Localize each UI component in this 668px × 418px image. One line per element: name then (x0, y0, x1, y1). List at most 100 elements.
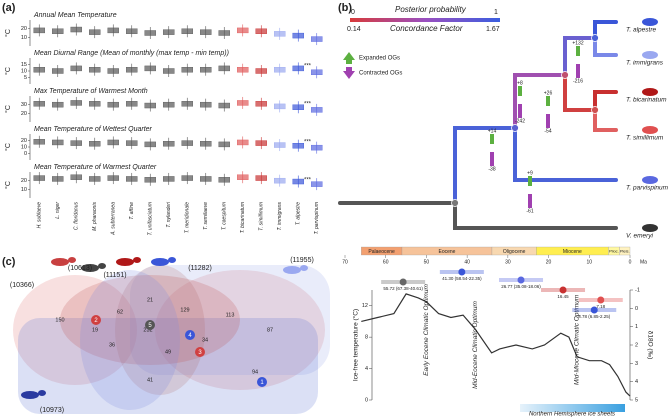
box (274, 31, 286, 37)
y-tick-label: 20 (21, 178, 27, 184)
divergence-date (597, 296, 605, 304)
y-tick-label: 10 (21, 35, 27, 41)
branch (563, 36, 597, 77)
box (292, 32, 305, 39)
branch (563, 73, 597, 112)
box (181, 101, 193, 107)
tip-label: T. alpestre (626, 27, 656, 34)
ant-icon (642, 224, 658, 232)
box (88, 141, 101, 147)
x-tick-label: 0 (629, 259, 632, 265)
branch (593, 20, 618, 40)
box (125, 176, 138, 182)
date-label: 26.77 (35.08-18.06) (501, 284, 541, 289)
species-label: T. nylanderi (166, 201, 172, 228)
gain-count: +9 (527, 170, 533, 176)
branch (513, 73, 567, 130)
box (311, 69, 323, 76)
box (125, 101, 138, 107)
box (236, 174, 249, 180)
box (274, 177, 286, 184)
box (292, 104, 305, 110)
ant-icon (21, 257, 308, 399)
box (236, 66, 249, 73)
species-label: T. immigrans (277, 202, 283, 231)
y2-tick-label: 1 (635, 324, 638, 330)
unit: °C (4, 67, 12, 75)
date-label: 55.72 (67.38-40.61) (383, 286, 423, 291)
box (70, 140, 82, 146)
loss-arrow (576, 64, 580, 78)
box (255, 175, 267, 181)
box (144, 65, 156, 72)
loss-icon (346, 67, 352, 71)
loss-count: -242 (515, 118, 525, 124)
ant-icon (642, 51, 658, 59)
box (162, 101, 175, 108)
box (125, 66, 138, 73)
gain-icon (343, 52, 355, 60)
loss-count: -38 (488, 166, 495, 172)
species-label: T. caespitum (222, 202, 228, 230)
box (88, 101, 101, 107)
marker (185, 330, 195, 340)
box (181, 66, 193, 73)
unit: °C (4, 105, 12, 113)
legend-title: Posterior probability (395, 5, 467, 14)
epoch (619, 246, 631, 256)
species-label: L. niger (55, 202, 61, 219)
box (181, 28, 193, 34)
y-tick-label: 5 (24, 75, 27, 81)
box (255, 68, 267, 74)
y2-label: δ18O (‰) (646, 331, 653, 360)
box (125, 140, 138, 146)
box (255, 140, 267, 146)
box (218, 177, 230, 183)
significance: *** (304, 64, 312, 70)
box (70, 174, 82, 180)
color-scale (350, 18, 500, 22)
epoch-label: Miocene (563, 249, 582, 255)
box (199, 66, 212, 73)
gain-count: +132 (572, 40, 583, 46)
tip-label: V. emeryi (626, 233, 654, 240)
legend-entry: Contracted OGs (359, 71, 402, 77)
panel-label: (c) (2, 256, 16, 268)
branch (453, 201, 618, 230)
marker (257, 377, 267, 387)
set-total: (11955) (290, 257, 314, 264)
legend-max: 1.67 (486, 26, 500, 33)
box (199, 101, 212, 108)
panel-label: (a) (2, 2, 16, 14)
loss-arrow (528, 194, 532, 208)
box (144, 30, 156, 36)
species-label: A. subterranea (111, 202, 117, 236)
venn (13, 265, 330, 414)
count: 150 (55, 317, 64, 323)
gain-count: +26 (544, 90, 553, 96)
box (125, 28, 138, 34)
gain-icon (346, 60, 352, 64)
box (52, 68, 64, 74)
box (107, 175, 119, 181)
gain-arrow (490, 134, 494, 144)
y2-tick-label: -1 (635, 287, 640, 293)
row-title: Mean Diurnal Range (Mean of monthly (max… (34, 50, 229, 57)
box (52, 176, 64, 182)
ant-icon (642, 126, 658, 134)
count: 129 (180, 307, 189, 313)
x-tick-label: 40 (464, 259, 470, 265)
node (451, 199, 459, 207)
box (107, 101, 119, 108)
branch (513, 126, 618, 182)
box (88, 66, 101, 73)
legend-min: 0.14 (347, 26, 361, 33)
legend-title: Concordance Factor (390, 24, 463, 33)
box (52, 139, 64, 146)
box (33, 175, 46, 181)
y-tick-label: 4 (365, 366, 368, 372)
legend-max: 1 (494, 9, 498, 16)
marker (195, 347, 205, 357)
annotation: Mid-Miocene Climatic Optimum (574, 294, 581, 385)
